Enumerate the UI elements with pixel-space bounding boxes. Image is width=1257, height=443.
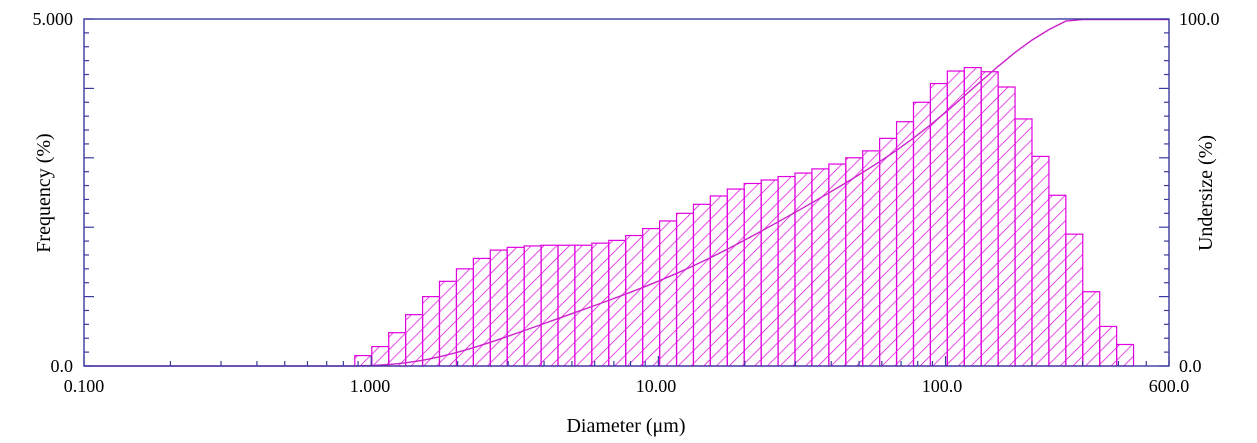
histogram-bar [523, 245, 542, 367]
histogram-bar [760, 179, 779, 367]
histogram-bar [405, 314, 424, 367]
x-tick-label-2: 10.00 [636, 376, 677, 396]
histogram-bar [675, 212, 695, 367]
y-tick-label-max: 5.000 [33, 9, 74, 29]
histogram-bar [472, 257, 491, 367]
histogram-bar [929, 82, 948, 367]
histogram-bar [1065, 233, 1084, 367]
histogram-bar [895, 121, 915, 367]
y2-axis-title: Undersize (%) [1195, 135, 1217, 251]
x-axis-title: Diameter (μm) [566, 415, 685, 437]
histogram-bar [354, 354, 373, 367]
y2-tick-label-min: 0.0 [1179, 356, 1202, 376]
histogram-bar [997, 86, 1016, 367]
histogram-bar [743, 182, 762, 367]
histogram-bar [1099, 325, 1118, 367]
histogram-bar [540, 244, 559, 367]
histogram-bar [879, 137, 898, 367]
histogram-bar [777, 175, 796, 367]
x-tick-label-4: 600.0 [1149, 376, 1190, 396]
histogram-bar [506, 246, 525, 367]
histogram-bar [608, 239, 627, 367]
histogram-bars [354, 66, 1135, 367]
histogram-bar [658, 220, 678, 367]
histogram-bar [388, 332, 407, 367]
y-axis-title: Frequency (%) [33, 133, 55, 252]
histogram-bar [1014, 118, 1033, 367]
histogram-bar [625, 234, 644, 367]
histogram-bar [642, 227, 661, 367]
histogram-bar [709, 195, 728, 367]
histogram-bar [912, 101, 931, 367]
y2-tick-label-max: 100.0 [1179, 9, 1220, 29]
histogram-bar [1116, 343, 1135, 367]
histogram-bar [1082, 291, 1101, 367]
histogram-bar [963, 66, 982, 367]
histogram-bar [557, 244, 576, 367]
histogram-bar [574, 244, 593, 367]
histogram-bar [489, 249, 508, 367]
x-tick-label-1: 1.000 [350, 376, 391, 396]
histogram-bar [1048, 194, 1067, 367]
plot-frame [83, 18, 1170, 367]
histogram-bar [828, 163, 847, 367]
y-tick-label-min: 0.0 [51, 356, 74, 376]
histogram-bar [946, 70, 965, 367]
histogram-bar [421, 296, 441, 367]
histogram-bar [862, 150, 881, 367]
histogram-bar [1031, 155, 1050, 367]
histogram-bar [980, 71, 999, 367]
cumulative-undersize-curve [84, 18, 1169, 367]
histogram-bar [845, 157, 864, 367]
histogram-bar [591, 242, 610, 367]
histogram-bar [726, 188, 745, 367]
x-tick-label-0: 0.100 [64, 376, 105, 396]
histogram-bar [692, 203, 711, 367]
histogram-bar [371, 345, 390, 367]
histogram-bar [794, 172, 813, 367]
x-tick-label-3: 100.0 [922, 376, 963, 396]
axis-ticks [83, 18, 1170, 367]
